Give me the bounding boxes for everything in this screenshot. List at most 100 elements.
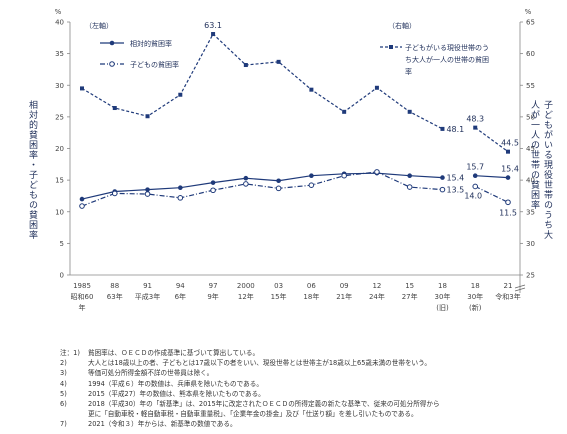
legend-marker-relative-poverty [109, 40, 115, 46]
x-tick-era: 63年 [107, 292, 123, 301]
x-tick-year: 12 [372, 282, 381, 290]
left-tick-label: 35 [55, 50, 64, 58]
axis-break-mark [514, 284, 526, 292]
x-tick-era: 24年 [369, 292, 385, 301]
left-axis-title: 相対的貧困率・子どもの貧困率 [27, 100, 37, 240]
right-tick-label: 45 [526, 145, 535, 153]
footnote-row: 注：1) 貧困率は、ＯＥＣＤの作成基準に基づいて算出している。 [60, 348, 560, 358]
legend-marker-single-parent [389, 45, 393, 49]
right-tick-label: 40 [526, 177, 535, 185]
footnote-text: 更に「自動車税・軽自動車税・自動車重量税」、「企業年金の掛金」及び「仕送り額」を… [88, 410, 418, 419]
x-tick-year: 91 [143, 282, 152, 290]
footnote-text: 2015（平成27）年の数値は、熊本県を除いたものである。 [88, 389, 265, 398]
right-tick-label: 60 [526, 50, 535, 58]
footnote-row: 4) 1994（平成６）年の数値は、兵庫県を除いたものである。 [60, 379, 560, 389]
left-tick-label: 30 [55, 82, 64, 90]
x-tick-era: 令和3年 [495, 292, 520, 301]
point-single-parent-poverty [342, 109, 347, 114]
legend-label-single-parent-1: 子どもがいる現役世帯のう [405, 43, 489, 52]
point-child-poverty [177, 195, 184, 201]
x-tick-suffix: (旧) [436, 304, 449, 312]
right-tick-label: 65 [526, 19, 535, 27]
point-single-parent-poverty [276, 59, 281, 64]
left-axis-tag: （左軸） [85, 21, 113, 30]
x-tick-suffix: (新) [469, 303, 482, 312]
point-single-parent-poverty [309, 87, 314, 92]
x-tick-year: 06 [307, 282, 316, 290]
left-tick-label: 0 [60, 272, 64, 280]
legend-label-child-poverty: 子どもの貧困率 [130, 60, 179, 69]
point-relative-poverty [145, 187, 150, 192]
x-tick-era: 30年 [435, 292, 451, 301]
legend-label-relative-poverty: 相対的貧困率 [130, 39, 172, 48]
point-child-poverty [243, 181, 249, 187]
x-tick-era: 21年 [336, 292, 352, 301]
legend-label-single-parent-3: 率 [405, 67, 412, 76]
right-axis-tag: （右軸） [388, 21, 416, 30]
x-tick-year: 03 [274, 282, 283, 290]
x-tick-era: 27年 [402, 292, 418, 301]
right-axis-title: 子どもがいる現役世帯のうち大人が一人の世帯の貧困率 [529, 100, 552, 240]
footnote-row: 3) 等価可処分所得金額不詳の世帯員は除く。 [60, 368, 560, 378]
point-child-poverty [111, 190, 118, 197]
x-tick-era: 18年 [303, 292, 319, 301]
footnote-row: 2) 大人とは18歳以上の者、子どもとは17歳以下の者をいい、現役世帯とは世帯主が… [60, 358, 560, 368]
footnotes: 注：1) 貧困率は、ＯＥＣＤの作成基準に基づいて算出している。 2) 大人とは18歳以… [60, 348, 560, 430]
point-single-parent-poverty [211, 32, 216, 37]
x-tick-year: 2000 [237, 282, 255, 290]
footnote-text: 貧困率は、ＯＥＣＤの作成基準に基づいて算出している。 [88, 349, 260, 357]
x-tick-year: 94 [176, 282, 185, 290]
point-child-poverty [210, 187, 216, 194]
poverty-rate-chart: 0 5 10 15 20 25 30 35 40% （左軸） 25 30 35 40 45 50 55 60 65%… [55, 8, 535, 312]
footnote-text: 2021（令和３）年からは、新基準の数値である。 [88, 420, 237, 429]
x-tick-year: 97 [209, 282, 218, 290]
left-tick-label: 25 [55, 113, 64, 121]
x-tick-suffix: 年 [79, 303, 86, 312]
data-label: 15.4 [446, 174, 464, 183]
point-relative-poverty [440, 175, 445, 180]
x-tick-year: 09 [340, 282, 349, 290]
footnote-row: 5) 2015（平成27）年の数値は、熊本県を除いたものである。 [60, 389, 560, 399]
point-relative-poverty [276, 178, 281, 184]
point-single-parent-poverty [440, 126, 445, 131]
legend-marker-child-poverty [109, 61, 115, 67]
point-child-poverty [275, 185, 282, 192]
point-child-poverty [406, 184, 413, 190]
point-relative-poverty [505, 175, 511, 180]
x-tick-year: 21 [504, 282, 513, 290]
point-child-poverty [374, 169, 380, 175]
legend-label-single-parent-2: ち大人が一人の世帯の貧困 [405, 55, 489, 64]
point-relative-poverty [178, 185, 183, 191]
point-single-parent-poverty [407, 109, 412, 114]
footnote-number [60, 409, 88, 419]
point-child-poverty [79, 203, 85, 209]
left-tick-label: 20 [55, 145, 64, 153]
point-relative-poverty [79, 196, 85, 202]
footnote-number: 2) [60, 359, 67, 368]
point-child-poverty [439, 186, 446, 193]
point-relative-poverty [472, 173, 478, 178]
footnote-text: 2018（平成30）年の「新基準」は、2015年に改定されたＯＥＣＤの所得定義の… [88, 400, 440, 409]
data-label: 44.5 [501, 139, 519, 148]
point-child-poverty [472, 183, 479, 190]
point-relative-poverty [210, 180, 216, 185]
footnote-row: 6) 2018（平成30）年の「新基準」は、2015年に改定されたＯＥＣＤの所得定… [60, 399, 560, 409]
footnote-row: 更に「自動車税・軽自動車税・自動車重量税」、「企業年金の掛金」及び「仕送り額」を… [60, 409, 560, 419]
data-label: 63.1 [204, 21, 222, 30]
left-tick-label: 5 [60, 240, 64, 248]
left-tick-label: 40 [55, 19, 64, 27]
x-tick-era: 15年 [271, 292, 287, 301]
point-child-poverty [308, 182, 315, 188]
right-tick-label: 55 [526, 82, 535, 90]
footnote-number: 注：1) [60, 349, 80, 357]
x-tick-year: 18 [471, 282, 480, 290]
x-tick-year: 18 [438, 282, 447, 290]
point-single-parent-poverty [80, 86, 84, 91]
x-tick-era: 昭和60 [71, 292, 94, 301]
footnote-number: 6) [60, 400, 67, 409]
x-tick-era: 30年 [467, 292, 483, 301]
point-child-poverty [144, 191, 151, 197]
point-single-parent-poverty [145, 114, 150, 119]
footnote-text: 等価可処分所得金額不詳の世帯員は除く。 [88, 369, 214, 378]
